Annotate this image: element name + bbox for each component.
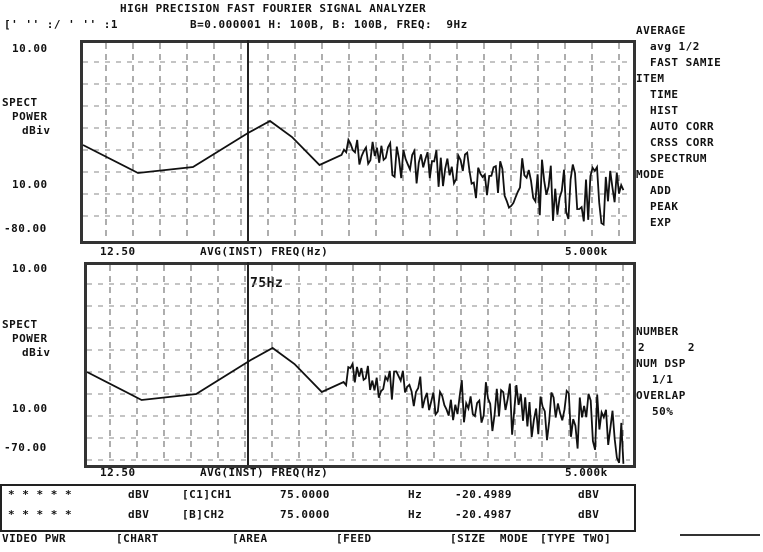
- softkey[interactable]: [SIZE MODE: [450, 532, 529, 545]
- softkey[interactable]: [TYPE TWO]: [540, 532, 612, 545]
- softkey[interactable]: [CHART: [116, 532, 159, 545]
- menu-item[interactable]: TIME: [650, 88, 679, 101]
- menu-item[interactable]: AUTO CORR: [650, 120, 715, 133]
- readout-lunit: dBV: [578, 508, 600, 521]
- readout-level: -20.4989: [455, 488, 512, 501]
- readout-funit: Hz: [408, 488, 423, 501]
- readout-unit: dBV: [128, 488, 150, 501]
- menu-item[interactable]: HIST: [650, 104, 679, 117]
- status-line: B=0.000001 H: 100B, B: 100B, FREQ: 9Hz: [190, 18, 468, 31]
- menu-item[interactable]: ITEM: [636, 72, 665, 85]
- menu-item[interactable]: AVERAGE: [636, 24, 686, 37]
- bottom-xmin: 12.50: [100, 466, 136, 479]
- menu-item[interactable]: PEAK: [650, 200, 679, 213]
- top-ymid: 10.00: [12, 178, 48, 191]
- bottom-ylabel-3: dBiv: [22, 346, 51, 359]
- bottom-ylabel-1: SPECT: [2, 318, 38, 331]
- top-ylabel-1: SPECT: [2, 96, 38, 109]
- softkey[interactable]: VIDEO PWR: [2, 532, 67, 545]
- top-ylabel-3: dBiv: [22, 124, 51, 137]
- softkey[interactable]: [AREA: [232, 532, 268, 545]
- bottom-xlabel: AVG(INST) FREQ(Hz): [200, 466, 329, 479]
- menu-item[interactable]: EXP: [650, 216, 672, 229]
- menu-item[interactable]: 50%: [652, 405, 674, 418]
- menu-item[interactable]: MODE: [636, 168, 665, 181]
- readout-freq: 75.0000: [280, 508, 330, 521]
- menu-item[interactable]: 2 2: [638, 341, 695, 354]
- spectrum-trace: [82, 119, 625, 227]
- menu-item[interactable]: NUM DSP: [636, 357, 686, 370]
- bottom-ylabel-2: POWER: [12, 332, 48, 345]
- top-xmax: 5.000k: [565, 245, 608, 258]
- menu-item[interactable]: ADD: [650, 184, 672, 197]
- readout-unit: dBV: [128, 508, 150, 521]
- readout-panel: [0, 484, 636, 532]
- menu-item[interactable]: CRSS CORR: [650, 136, 715, 149]
- menu-item[interactable]: OVERLAP: [636, 389, 686, 402]
- top-ymax: 10.00: [12, 42, 48, 55]
- readout-marks: * * * * *: [8, 488, 73, 501]
- status-left: [' '' :/ ' '' :1: [4, 18, 118, 31]
- readout-chan: [C1]CH1: [182, 488, 232, 501]
- top-ylabel-2: POWER: [12, 110, 48, 123]
- spectrum-trace: [86, 346, 625, 464]
- readout-chan: [B]CH2: [182, 508, 225, 521]
- readout-lunit: dBV: [578, 488, 600, 501]
- softkey[interactable]: [FEED: [336, 532, 372, 545]
- menu-item[interactable]: SPECTRUM: [650, 152, 707, 165]
- menu-item[interactable]: avg 1/2: [650, 40, 700, 53]
- bottom-xmax: 5.000k: [565, 466, 608, 479]
- readout-level: -20.4987: [455, 508, 512, 521]
- menu-item[interactable]: 1/1: [652, 373, 674, 386]
- menu-item[interactable]: FAST SAMIE: [650, 56, 722, 69]
- readout-funit: Hz: [408, 508, 423, 521]
- bottom-ymid: 10.00: [12, 402, 48, 415]
- bottom-ymax: 10.00: [12, 262, 48, 275]
- app-title: HIGH PRECISION FAST FOURIER SIGNAL ANALY…: [120, 2, 427, 15]
- bottom-spectrum-plot[interactable]: [84, 262, 636, 468]
- readout-marks: * * * * *: [8, 508, 73, 521]
- top-ymin: -80.00: [4, 222, 47, 235]
- top-xmin: 12.50: [100, 245, 136, 258]
- divider: [680, 534, 760, 536]
- top-xlabel: AVG(INST) FREQ(Hz): [200, 245, 329, 258]
- menu-item[interactable]: NUMBER: [636, 325, 679, 338]
- readout-freq: 75.0000: [280, 488, 330, 501]
- bottom-ymin: -70.00: [4, 441, 47, 454]
